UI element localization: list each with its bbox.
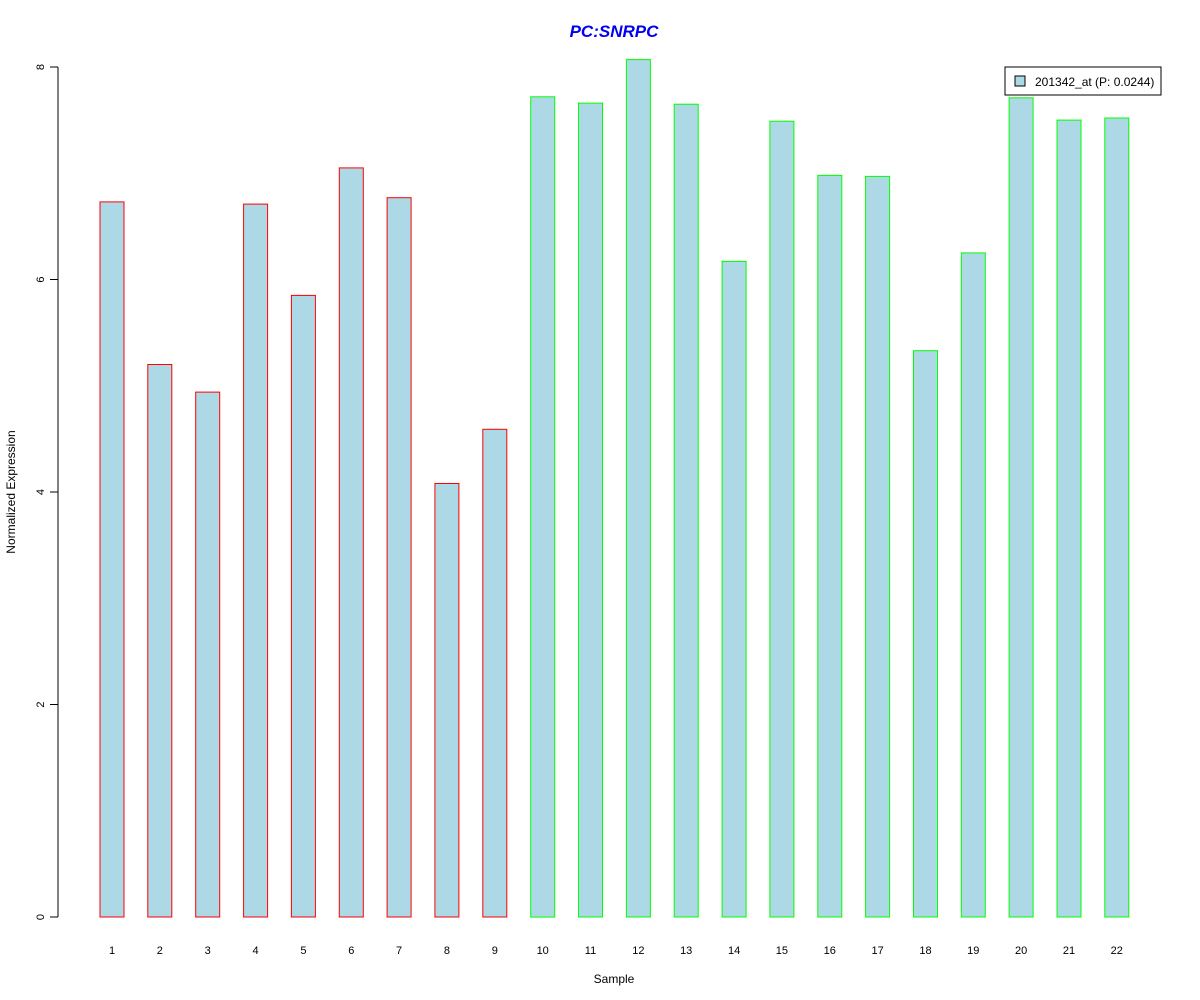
x-tick-label: 17 [871, 945, 883, 957]
x-axis-label: Sample [594, 972, 635, 986]
bar-sample-4 [243, 203, 269, 918]
x-tick-label: 4 [253, 945, 259, 957]
bar-sample-19 [960, 252, 986, 918]
x-tick-label: 9 [492, 945, 498, 957]
y-tick-label: 2 [35, 701, 47, 707]
bar-sample-7 [386, 197, 412, 918]
y-tick-label: 4 [35, 489, 47, 495]
y-tick-labels: 0 2 4 6 8 [35, 64, 58, 920]
bar-sample-15 [769, 120, 795, 918]
bar-sample-2 [147, 364, 173, 918]
bar-sample-14 [721, 260, 747, 918]
x-tick-label: 8 [444, 945, 450, 957]
bar-sample-1 [99, 201, 125, 918]
x-tick-label: 16 [824, 945, 836, 957]
x-tick-label: 11 [585, 945, 596, 957]
y-axis-label: Normalized Expression [4, 430, 18, 553]
x-tick-label: 3 [205, 945, 211, 957]
bar-sample-10 [530, 96, 556, 918]
bar-sample-5 [290, 294, 316, 918]
bar-sample-18 [913, 350, 938, 918]
x-tick-label: 20 [1015, 945, 1027, 957]
bar-sample-20 [1008, 97, 1034, 918]
x-tick-label: 5 [300, 945, 306, 957]
y-tick-label: 6 [35, 276, 47, 282]
bar-sample-6 [338, 167, 364, 918]
x-tick-label: 12 [632, 945, 644, 957]
legend-swatch [1014, 75, 1026, 87]
bar-sample-22 [1104, 117, 1130, 918]
bar-sample-3 [195, 391, 221, 918]
x-tick-label: 22 [1111, 945, 1123, 957]
x-tick-label: 19 [967, 945, 979, 957]
bar-sample-12 [625, 59, 651, 918]
y-tick-label: 8 [35, 64, 47, 70]
bar-sample-9 [482, 428, 508, 918]
x-tick-label: 15 [776, 945, 788, 957]
bar-sample-16 [817, 174, 843, 918]
x-tick-label: 10 [537, 945, 549, 957]
x-tick-label: 18 [919, 945, 931, 957]
x-tick-label: 21 [1063, 945, 1075, 957]
x-tick-label: 6 [348, 945, 354, 957]
x-tick-label: 13 [680, 945, 692, 957]
x-tick-label: 2 [157, 945, 163, 957]
legend-entry-label: 201342_at (P: 0.0244) [1035, 75, 1154, 89]
x-tick-label: 7 [396, 945, 402, 957]
x-tick-label: 14 [728, 945, 740, 957]
bar-sample-21 [1056, 119, 1082, 918]
bar-sample-11 [578, 102, 603, 918]
bars [99, 59, 1130, 918]
legend-box [1004, 66, 1162, 96]
chart-title: PC:SNRPC [570, 22, 660, 41]
bar-sample-8 [434, 483, 460, 918]
legend: 201342_at (P: 0.0244) [1004, 66, 1162, 96]
x-tick-labels: 1 2 3 4 5 6 7 8 9 10 11 12 13 14 15 16 17 18 19 20 21 22 [109, 945, 1123, 957]
bar-sample-17 [865, 175, 891, 918]
y-tick-label: 0 [35, 914, 47, 920]
bar-sample-13 [673, 103, 699, 918]
x-tick-label: 1 [109, 945, 115, 957]
